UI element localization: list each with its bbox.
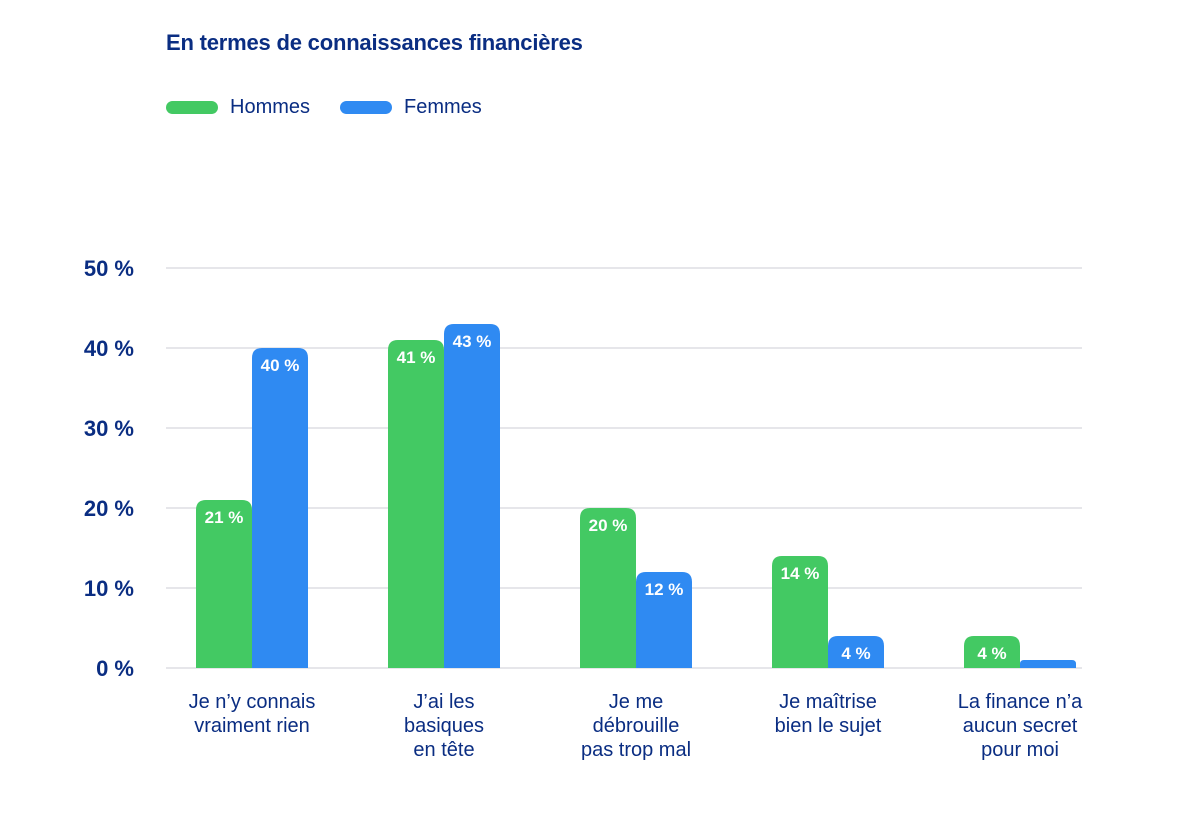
y-tick-label-0: 0 % xyxy=(96,656,134,681)
y-tick-label-20: 20 % xyxy=(84,496,134,521)
y-tick-label-50: 50 % xyxy=(84,256,134,281)
bar-label-hommes-4: 4 % xyxy=(977,644,1006,663)
bar-label-hommes-2: 20 % xyxy=(589,516,628,535)
bar-femmes-4 xyxy=(1020,660,1076,668)
bar-femmes-1 xyxy=(444,324,500,668)
bar-label-hommes-0: 21 % xyxy=(205,508,244,527)
bar-femmes-2 xyxy=(636,572,692,668)
legend-item-hommes: Hommes xyxy=(166,96,310,119)
x-tick-label-0: Je n’y connais vraiment rien xyxy=(189,691,316,737)
x-tick-label-line: Je n’y connais xyxy=(189,691,316,713)
legend-label-femmes: Femmes xyxy=(404,96,482,118)
x-tick-label-1: J’ai les basiques en tête xyxy=(404,691,484,761)
y-tick-label-30: 30 % xyxy=(84,416,134,441)
x-tick-label-line: bien le sujet xyxy=(775,715,882,737)
bar-hommes-4 xyxy=(964,636,1020,668)
chart-title: En termes de connaissances financières xyxy=(166,30,583,55)
x-tick-label-line: basiques xyxy=(404,715,484,737)
bar-label-femmes-3: 4 % xyxy=(841,644,870,663)
bar-label-femmes-2: 12 % xyxy=(645,580,684,599)
bar-label-hommes-1: 41 % xyxy=(397,348,436,367)
x-tick-label-2: Je me débrouille pas trop mal xyxy=(581,691,691,761)
x-tick-label-line: pas trop mal xyxy=(581,739,691,761)
bar-label-femmes-0: 40 % xyxy=(261,356,300,375)
bar-label-femmes-1: 43 % xyxy=(453,332,492,351)
x-tick-label-line: J’ai les xyxy=(413,691,474,713)
legend-label-hommes: Hommes xyxy=(230,96,311,118)
x-tick-label-3: Je maîtrise bien le sujet xyxy=(775,691,882,737)
bar-hommes-0 xyxy=(196,500,252,668)
x-tick-label-4: La finance n’a aucun secret pour moi xyxy=(958,691,1083,761)
x-tick-label-line: pour moi xyxy=(981,739,1059,761)
legend-item-femmes: Femmes xyxy=(340,96,482,119)
legend: Hommes Femmes xyxy=(166,96,482,119)
bar-femmes-3 xyxy=(828,636,884,668)
y-tick-label-40: 40 % xyxy=(84,336,134,361)
y-tick-label-10: 10 % xyxy=(84,576,134,601)
bar-femmes-0 xyxy=(252,348,308,668)
bar-label-femmes-4: 1 % xyxy=(1033,668,1062,687)
x-tick-label-line: Je me xyxy=(609,691,663,713)
bar-label-hommes-3: 14 % xyxy=(781,564,820,583)
bar-hommes-2 xyxy=(580,508,636,668)
bar-hommes-3 xyxy=(772,556,828,668)
x-tick-label-line: débrouille xyxy=(593,715,680,737)
legend-swatch-hommes xyxy=(166,101,218,114)
bar-hommes-1 xyxy=(388,340,444,668)
x-tick-label-line: aucun secret xyxy=(963,715,1078,737)
x-tick-label-line: en tête xyxy=(413,739,474,761)
x-tick-label-line: La finance n’a xyxy=(958,691,1083,713)
legend-swatch-femmes xyxy=(340,101,393,114)
x-tick-label-line: vraiment rien xyxy=(194,715,310,737)
x-tick-label-line: Je maîtrise xyxy=(779,691,877,713)
